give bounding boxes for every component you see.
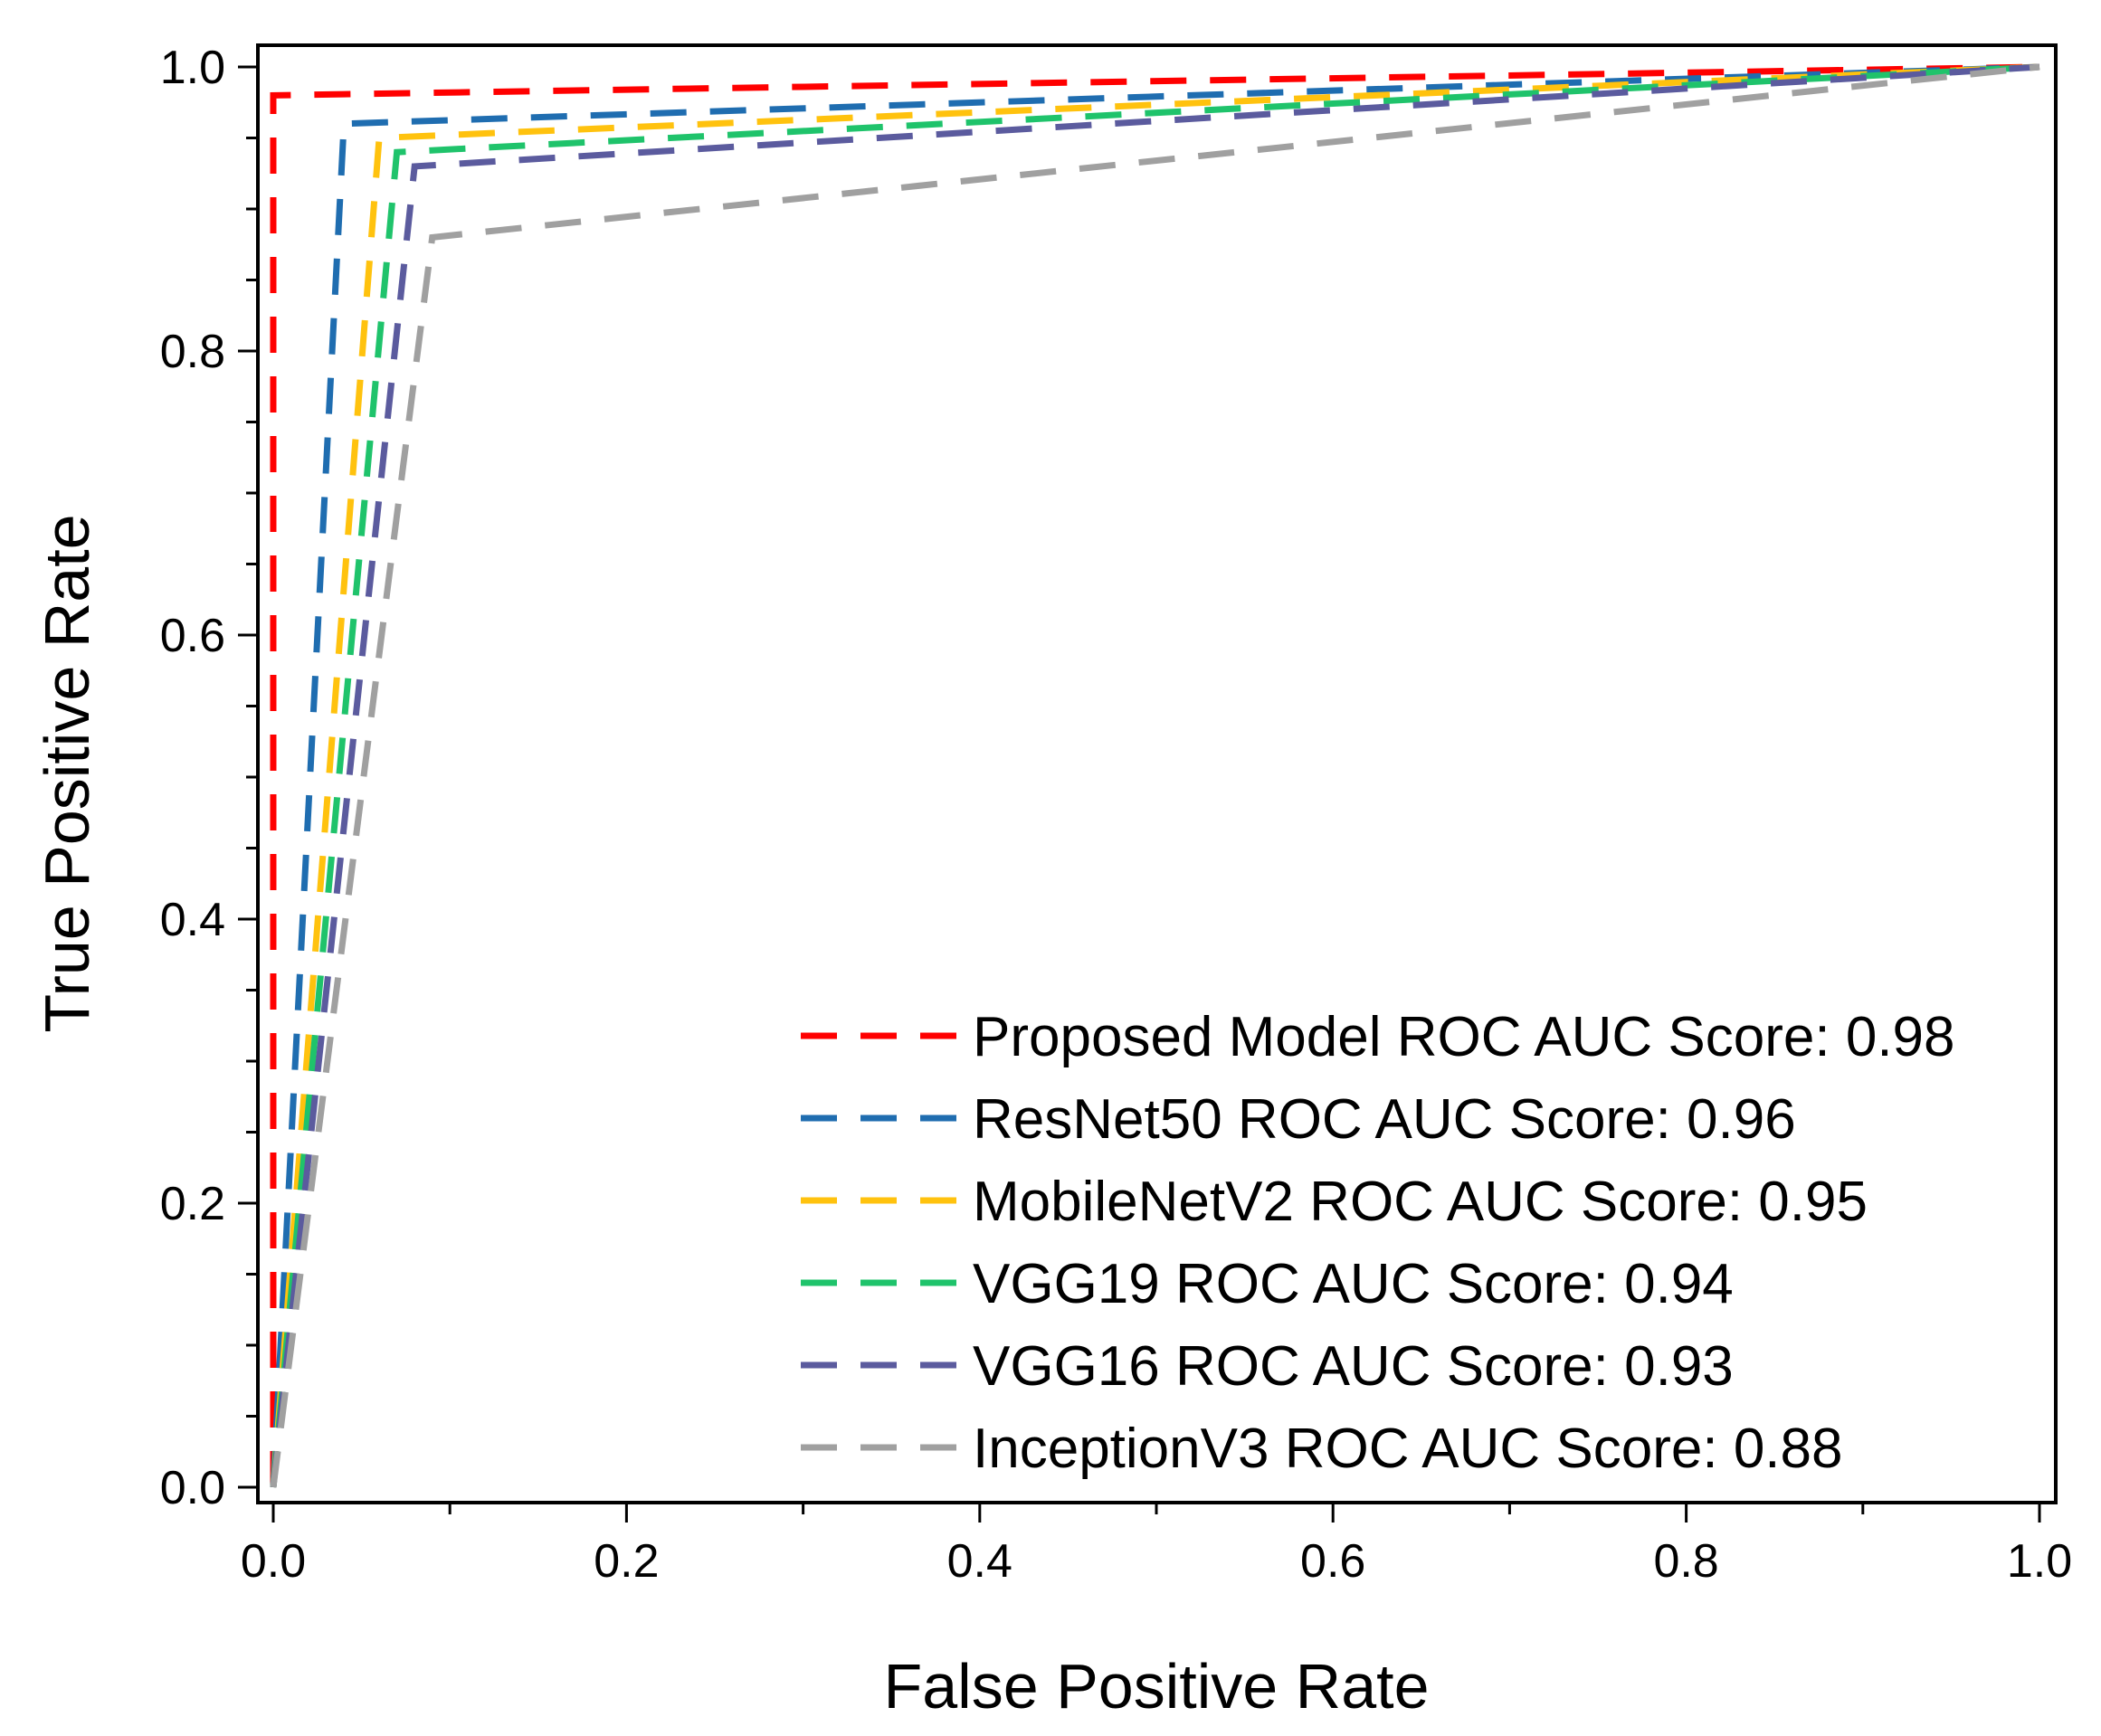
series-line (270, 63, 2040, 1487)
y-tick-label: 0.6 (160, 610, 225, 662)
series-lines (270, 63, 2040, 1488)
series-line (270, 63, 2040, 1488)
plot-frame (256, 43, 2058, 1504)
x-tick-label: 0.4 (947, 1535, 1012, 1588)
legend: Proposed Model ROC AUC Score: 0.98 ResNet… (801, 1006, 1955, 1480)
series-line (270, 63, 2040, 1488)
series-line (270, 63, 2040, 1488)
legend-label: VGG19 ROC AUC Score: 0.94 (973, 1253, 1734, 1315)
x-tick-label: 1.0 (2007, 1535, 2072, 1588)
y-tick-label: 0.2 (160, 1178, 225, 1230)
x-tick-label: 0.2 (594, 1535, 659, 1588)
x-tick-label: 0.8 (1653, 1535, 1718, 1588)
legend-label: VGG16 ROC AUC Score: 0.93 (973, 1335, 1734, 1398)
series-line (270, 63, 2040, 1488)
legend-label: MobileNetV2 ROC AUC Score: 0.95 (973, 1171, 1868, 1233)
x-tick-label: 0.6 (1300, 1535, 1365, 1588)
y-tick-label: 0.0 (160, 1462, 225, 1514)
legend-label: Proposed Model ROC AUC Score: 0.98 (973, 1006, 1955, 1068)
x-tick-label: 0.0 (241, 1535, 306, 1588)
y-tick-label: 0.8 (160, 326, 225, 378)
y-axis-title: True Positive Rate (32, 514, 102, 1032)
y-tick-label: 0.4 (160, 894, 225, 946)
y-tick-label: 1.0 (160, 42, 225, 94)
x-axis-title: False Positive Rate (883, 1651, 1429, 1722)
legend-label: ResNet50 ROC AUC Score: 0.96 (973, 1088, 1796, 1151)
axis-ticks: 0.0 0.2 0.4 0.6 0.8 1.0 0.0 0.2 0.4 0.6 0.8 1.0 (160, 42, 2072, 1588)
legend-label: InceptionV3 ROC AUC Score: 0.88 (973, 1418, 1842, 1480)
